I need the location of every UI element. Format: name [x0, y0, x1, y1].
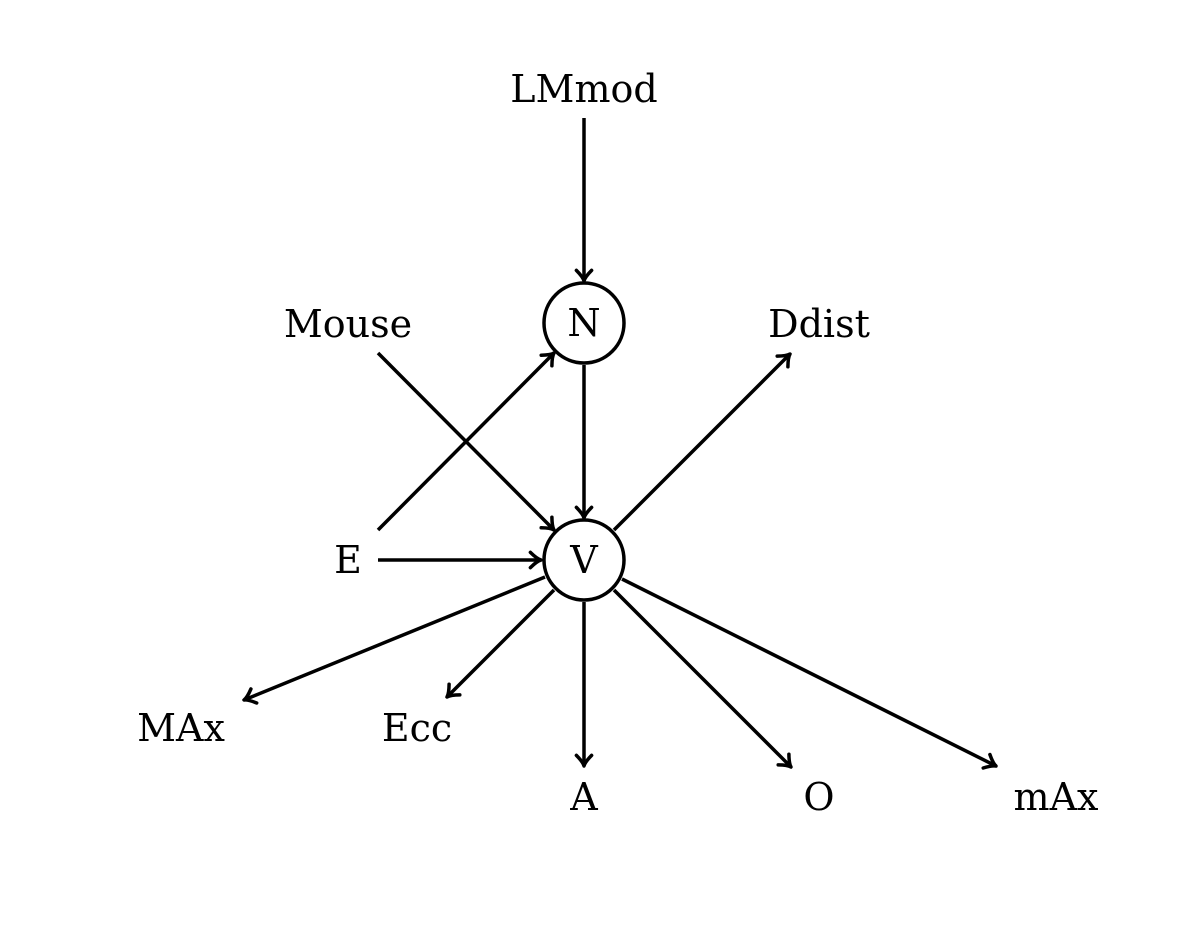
edge-v-to-a — [574, 602, 594, 768]
node-a: A — [569, 775, 598, 819]
edge-v-to-max-line — [621, 577, 997, 768]
node-ecc: Ecc — [382, 706, 452, 750]
edge-v-to-ecc — [445, 588, 556, 699]
edge-lmmod-to-n — [574, 118, 594, 283]
edge-v-to-max-arrowhead — [242, 687, 259, 705]
node-o: O — [803, 775, 834, 819]
node-n-circle — [542, 281, 626, 365]
edges-layer — [242, 118, 998, 770]
edge-v-to-max-arrowhead — [981, 752, 998, 770]
node-max: mAx — [1014, 775, 1099, 819]
edge-lmmod-to-n-arrowhead — [574, 268, 594, 283]
node-a-label: A — [569, 775, 598, 819]
edge-v-to-o-line — [612, 588, 793, 769]
edge-e-to-n-arrowhead — [539, 351, 556, 368]
node-ecc-label: Ecc — [382, 706, 452, 750]
edge-e-to-v-arrowhead — [528, 550, 543, 570]
node-v-label: V — [569, 538, 598, 582]
edge-e-to-n — [376, 351, 556, 532]
node-lmmod: LMmod — [510, 67, 657, 111]
edge-v-to-ecc-arrowhead — [445, 682, 462, 699]
edge-n-to-v-arrowhead — [574, 505, 594, 520]
node-n: N — [542, 281, 626, 365]
node-n-label: N — [567, 301, 600, 345]
edge-v-to-ddist — [612, 352, 792, 532]
edge-mouse-to-v-arrowhead — [539, 515, 556, 532]
node-max: MAx — [137, 706, 225, 750]
edge-v-to-max — [242, 575, 546, 705]
node-max-label: mAx — [1014, 775, 1099, 819]
node-e: E — [334, 538, 362, 582]
node-mouse: Mouse — [284, 302, 412, 346]
edge-v-to-ddist-arrowhead — [775, 352, 792, 369]
node-ddist: Ddist — [768, 302, 870, 346]
node-o-label: O — [803, 775, 834, 819]
node-ddist-label: Ddist — [768, 302, 870, 346]
node-max-label: MAx — [137, 706, 225, 750]
edge-v-to-max-line — [243, 575, 546, 702]
edge-e-to-n-line — [376, 351, 556, 532]
edge-v-to-o-arrowhead — [776, 752, 793, 769]
edge-n-to-v — [574, 365, 594, 520]
node-mouse-label: Mouse — [284, 302, 412, 346]
node-v-circle — [542, 518, 626, 602]
edge-v-to-ddist-line — [612, 352, 792, 532]
edge-v-to-ecc-line — [445, 588, 556, 699]
edge-v-to-a-arrowhead — [574, 753, 594, 768]
node-v: V — [542, 518, 626, 602]
edge-v-to-o — [612, 588, 793, 769]
node-e-label: E — [334, 538, 362, 582]
edge-v-to-max — [621, 577, 998, 770]
edge-e-to-v — [378, 550, 543, 570]
node-lmmod-label: LMmod — [510, 67, 657, 111]
